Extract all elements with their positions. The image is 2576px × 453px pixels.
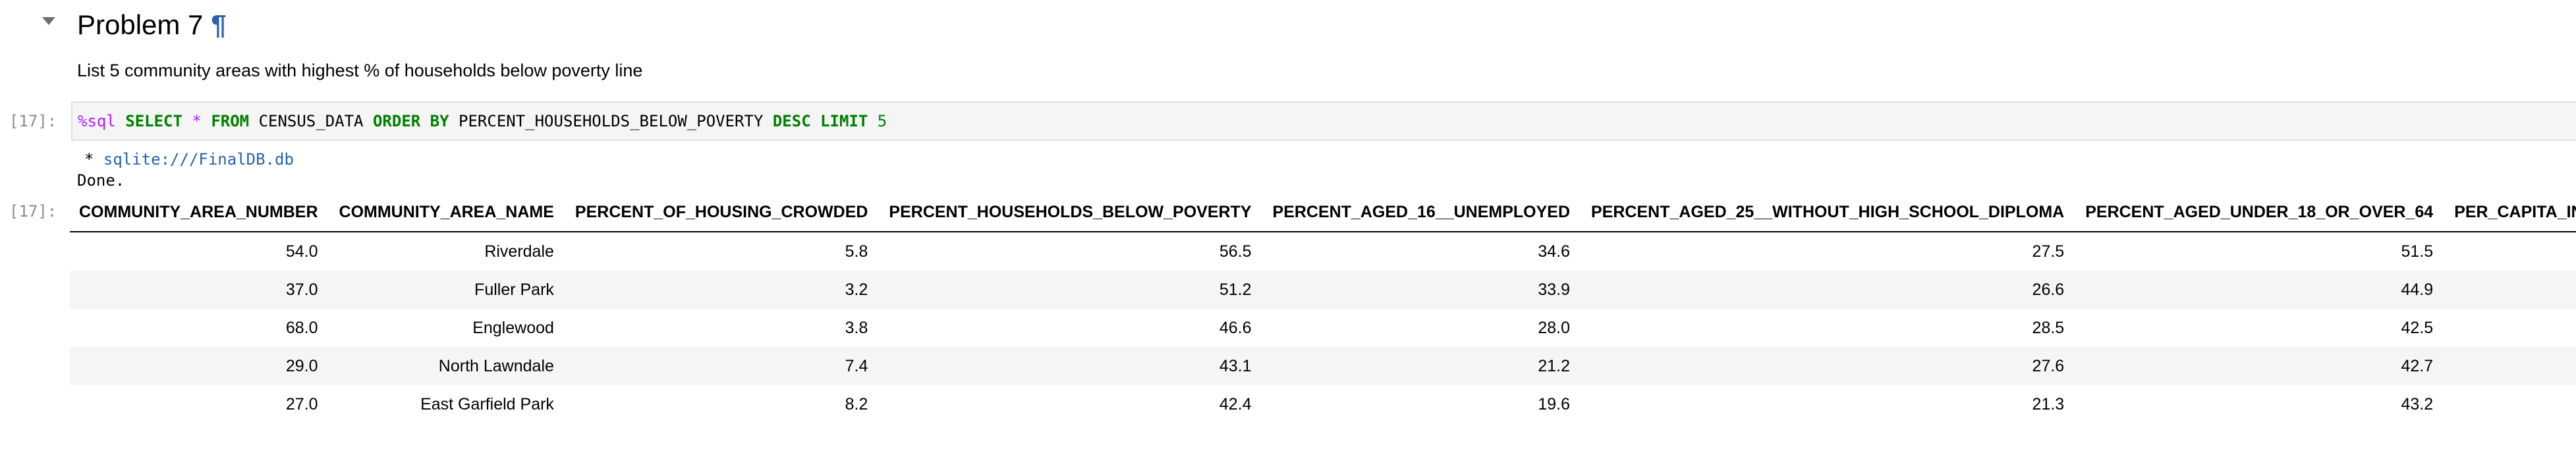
table-cell: Englewood bbox=[472, 318, 554, 337]
column-header: PERCENT_AGED_25__WITHOUT_HIGH_SCHOOL_DIP… bbox=[1582, 193, 2077, 232]
column-header: PERCENT_OF_HOUSING_CROWDED bbox=[565, 193, 880, 232]
table-cell: 21.3 bbox=[2032, 394, 2065, 413]
markdown-heading: Problem 7 ¶ bbox=[77, 9, 227, 41]
sql-column-name: PERCENT_HOUSEHOLDS_BELOW_POVERTY bbox=[459, 112, 764, 130]
markdown-description: List 5 community areas with highest % of… bbox=[77, 61, 643, 80]
table-cell: 28.0 bbox=[1538, 318, 1571, 337]
sql-star: * bbox=[192, 112, 202, 130]
table-cell bbox=[2445, 309, 2576, 347]
connection-bullet: * bbox=[84, 150, 103, 169]
code-editor[interactable]: %sql SELECT * FROM CENSUS_DATA ORDER BY … bbox=[71, 101, 2576, 141]
sql-magic: %sql bbox=[78, 112, 116, 130]
table-cell: 7.4 bbox=[845, 356, 868, 375]
table-cell: Riverdale bbox=[484, 242, 554, 261]
table-cell: 27.6 bbox=[2032, 356, 2065, 375]
table-cell: 44.9 bbox=[2401, 280, 2434, 299]
table-cell: East Garfield Park bbox=[420, 394, 554, 413]
table-row: 37.0 Fuller Park 3.2 51.2 33.9 26.6 44.9 bbox=[70, 271, 2576, 309]
table-cell: 43.1 bbox=[1219, 356, 1252, 375]
table-header-row: COMMUNITY_AREA_NUMBER COMMUNITY_AREA_NAM… bbox=[70, 193, 2576, 232]
table-cell: 42.7 bbox=[2401, 356, 2434, 375]
table-row: 54.0 Riverdale 5.8 56.5 34.6 27.5 51.5 bbox=[70, 232, 2576, 271]
table-row: 29.0 North Lawndale 7.4 43.1 21.2 27.6 4… bbox=[70, 347, 2576, 385]
table-cell: 21.2 bbox=[1538, 356, 1571, 375]
heading-text: Problem 7 bbox=[77, 9, 204, 40]
table-cell: 29.0 bbox=[285, 356, 318, 375]
sql-keyword-desc: DESC bbox=[772, 112, 811, 130]
table-cell: 34.6 bbox=[1538, 242, 1571, 261]
collapse-heading-chevron-icon[interactable] bbox=[42, 17, 55, 25]
table-cell: 68.0 bbox=[285, 318, 318, 337]
table-cell: 33.9 bbox=[1538, 280, 1571, 299]
table-cell: 56.5 bbox=[1219, 242, 1252, 261]
column-header: PER_CAPITA_INCOME bbox=[2445, 193, 2576, 232]
code-line: %sql SELECT * FROM CENSUS_DATA ORDER BY … bbox=[78, 112, 887, 130]
column-header: PERCENT_AGED_16__UNEMPLOYED bbox=[1263, 193, 1582, 232]
input-prompt: [17]: bbox=[9, 112, 57, 130]
table-cell: 37.0 bbox=[285, 280, 318, 299]
sql-table-name: CENSUS_DATA bbox=[258, 112, 364, 130]
sql-limit-value: 5 bbox=[877, 112, 887, 130]
table-cell: 3.2 bbox=[845, 280, 868, 299]
table-cell: 46.6 bbox=[1219, 318, 1252, 337]
table-cell: 27.0 bbox=[285, 394, 318, 413]
table-cell bbox=[2445, 232, 2576, 271]
table-cell: 54.0 bbox=[285, 242, 318, 261]
table-cell: 19.6 bbox=[1538, 394, 1571, 413]
table-cell: North Lawndale bbox=[438, 356, 554, 375]
table-cell bbox=[2445, 347, 2576, 385]
table-cell: 5.8 bbox=[845, 242, 868, 261]
table-row: 68.0 Englewood 3.8 46.6 28.0 28.5 42.5 bbox=[70, 309, 2576, 347]
table-cell: Fuller Park bbox=[474, 280, 554, 299]
connection-db-uri: sqlite:///FinalDB.db bbox=[103, 150, 294, 169]
table-cell: 51.5 bbox=[2401, 242, 2434, 261]
column-header: PERCENT_AGED_UNDER_18_OR_OVER_64 bbox=[2076, 193, 2446, 232]
table-cell: 3.8 bbox=[845, 318, 868, 337]
sql-keyword-select: SELECT bbox=[125, 112, 182, 130]
table-cell: 28.5 bbox=[2032, 318, 2065, 337]
table-cell: 26.6 bbox=[2032, 280, 2065, 299]
table-cell: 51.2 bbox=[1219, 280, 1252, 299]
sql-keyword-limit: LIMIT bbox=[820, 112, 868, 130]
table-cell: 42.4 bbox=[1219, 394, 1252, 413]
table-cell: 42.5 bbox=[2401, 318, 2434, 337]
table-cell bbox=[2445, 385, 2576, 423]
column-header: PERCENT_HOUSEHOLDS_BELOW_POVERTY bbox=[880, 193, 1264, 232]
connection-line: * sqlite:///FinalDB.db bbox=[84, 150, 294, 169]
output-prompt: [17]: bbox=[9, 202, 57, 221]
table-row: 27.0 East Garfield Park 8.2 42.4 19.6 21… bbox=[70, 385, 2576, 423]
done-message: Done. bbox=[77, 171, 125, 190]
result-table: COMMUNITY_AREA_NUMBER COMMUNITY_AREA_NAM… bbox=[70, 193, 2576, 423]
table-cell: 27.5 bbox=[2032, 242, 2065, 261]
column-header: COMMUNITY_AREA_NAME bbox=[329, 193, 566, 232]
sql-keyword-from: FROM bbox=[211, 112, 250, 130]
table-cell: 8.2 bbox=[845, 394, 868, 413]
table-cell: 43.2 bbox=[2401, 394, 2434, 413]
table-cell bbox=[2445, 271, 2576, 309]
column-header: COMMUNITY_AREA_NUMBER bbox=[70, 193, 330, 232]
heading-anchor-link[interactable]: ¶ bbox=[211, 9, 227, 40]
sql-keyword-order-by: ORDER BY bbox=[372, 112, 449, 130]
